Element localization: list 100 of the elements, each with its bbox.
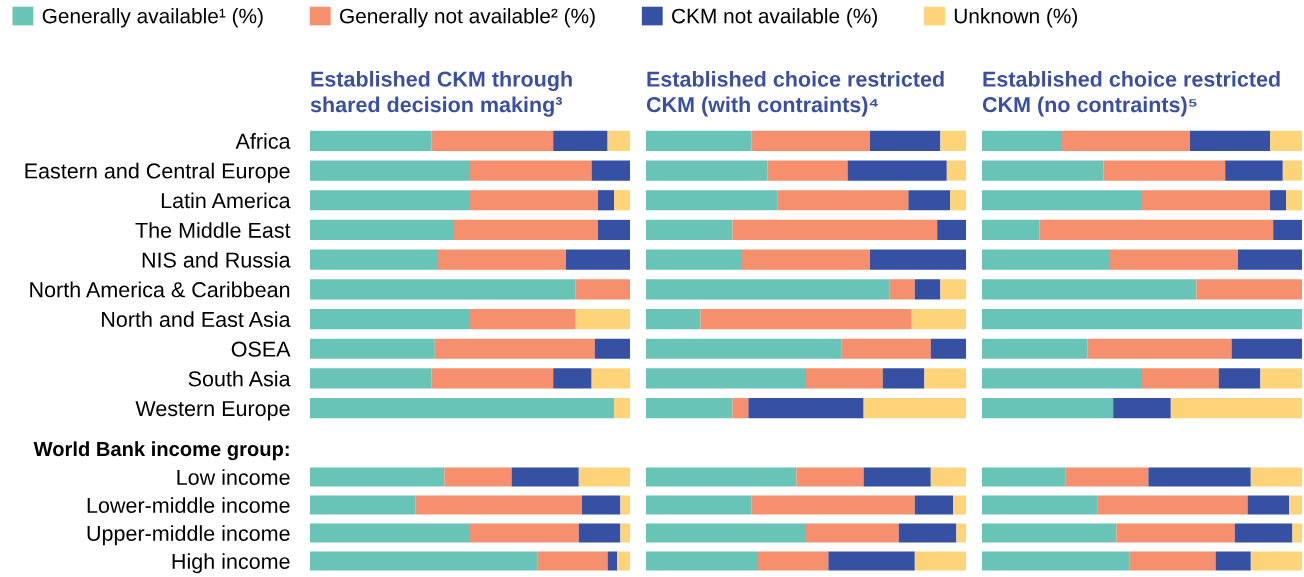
bar: [1129, 551, 1216, 571]
legend-label: Generally available¹ (%): [42, 8, 263, 28]
bar: [575, 279, 630, 300]
bar: [431, 130, 554, 151]
bar: [1250, 551, 1302, 571]
bar: [1190, 130, 1270, 151]
bar: [982, 219, 1040, 241]
bar: [1218, 368, 1261, 389]
bar: [847, 160, 947, 181]
bar: [946, 160, 966, 181]
bar: [982, 190, 1142, 211]
bar: [310, 160, 470, 181]
y-tick-label: South Asia: [188, 370, 291, 387]
bar: [470, 160, 592, 181]
bar: [767, 160, 848, 181]
bar: [646, 368, 806, 389]
legend-label: Unknown (%): [954, 8, 1077, 28]
bar: [1097, 495, 1248, 515]
bar: [914, 279, 941, 300]
bar: [1196, 279, 1302, 300]
bar: [777, 190, 909, 211]
bar: [310, 308, 470, 330]
bar: [591, 368, 630, 389]
bar: [415, 495, 582, 515]
bar: [1231, 338, 1302, 359]
bar: [870, 130, 941, 151]
bar: [646, 523, 806, 543]
y-tick-label: Western Europe: [135, 401, 290, 421]
bar: [732, 398, 749, 419]
bar: [310, 523, 470, 543]
bar: [1282, 160, 1302, 181]
bar: [914, 551, 966, 571]
bar: [598, 190, 614, 211]
bar: [537, 551, 608, 571]
bar: [646, 279, 890, 300]
bar: [646, 495, 752, 515]
bar: [732, 219, 938, 241]
bar: [310, 219, 454, 241]
bar: [982, 160, 1104, 181]
bar: [1273, 219, 1302, 241]
y-tick-label: Eastern and Central Europe: [25, 162, 290, 183]
bar: [1289, 495, 1302, 515]
legend-label: CKM not available (%): [672, 8, 877, 28]
legend-label: Generally not available² (%): [340, 8, 595, 28]
bar: [575, 308, 630, 330]
bar: [1270, 130, 1302, 151]
bar: [930, 338, 966, 359]
bar: [863, 467, 931, 487]
bar: [1225, 160, 1283, 181]
bar: [438, 249, 566, 270]
bar: [1113, 398, 1171, 419]
bar: [924, 368, 966, 389]
chart-title: Established CKM through shared decision making³: [310, 70, 572, 117]
y-tick-label: Upper-middle income: [87, 525, 290, 546]
bar: [646, 219, 733, 241]
y-tick-label: Africa: [235, 133, 291, 149]
bar: [806, 368, 883, 389]
bar: [470, 308, 576, 330]
bar: [982, 338, 1088, 359]
bar: [470, 523, 579, 543]
bar: [751, 130, 870, 151]
y-tick-label: NIS and Russia: [142, 251, 291, 268]
bar: [742, 249, 870, 270]
bar: [930, 467, 966, 487]
chart-title: Established choice restricted CKM (no contraints)⁵: [982, 70, 1280, 117]
y-tick-label: Lower-middle income: [87, 497, 290, 514]
bar: [911, 308, 966, 330]
bar: [1215, 551, 1251, 571]
bar: [607, 551, 618, 571]
bar: [578, 523, 621, 543]
bar: [310, 551, 538, 571]
bar: [982, 523, 1117, 543]
y-tick-label: Low income: [177, 469, 290, 486]
bar: [598, 219, 630, 241]
bar: [1247, 495, 1290, 515]
bar: [914, 495, 954, 515]
bar: [620, 495, 630, 515]
bar: [646, 190, 778, 211]
bar: [646, 160, 768, 181]
bar: [566, 249, 630, 270]
bar: [700, 308, 912, 330]
bar: [937, 219, 966, 241]
bar: [751, 495, 915, 515]
bar: [1062, 130, 1190, 151]
chart-title: Established choice restricted CKM (with contraints)⁴: [646, 70, 944, 117]
bar: [889, 279, 915, 300]
bar: [982, 368, 1142, 389]
bar: [431, 368, 554, 389]
bar: [940, 130, 966, 151]
bar: [1250, 467, 1302, 487]
bar: [1234, 523, 1293, 543]
bar: [620, 523, 630, 543]
bar: [841, 338, 931, 359]
bar: [863, 398, 966, 419]
bar: [953, 495, 966, 515]
bar: [470, 190, 598, 211]
bar: [806, 523, 899, 543]
bar: [758, 551, 829, 571]
bar: [950, 190, 966, 211]
bar: [1148, 467, 1251, 487]
